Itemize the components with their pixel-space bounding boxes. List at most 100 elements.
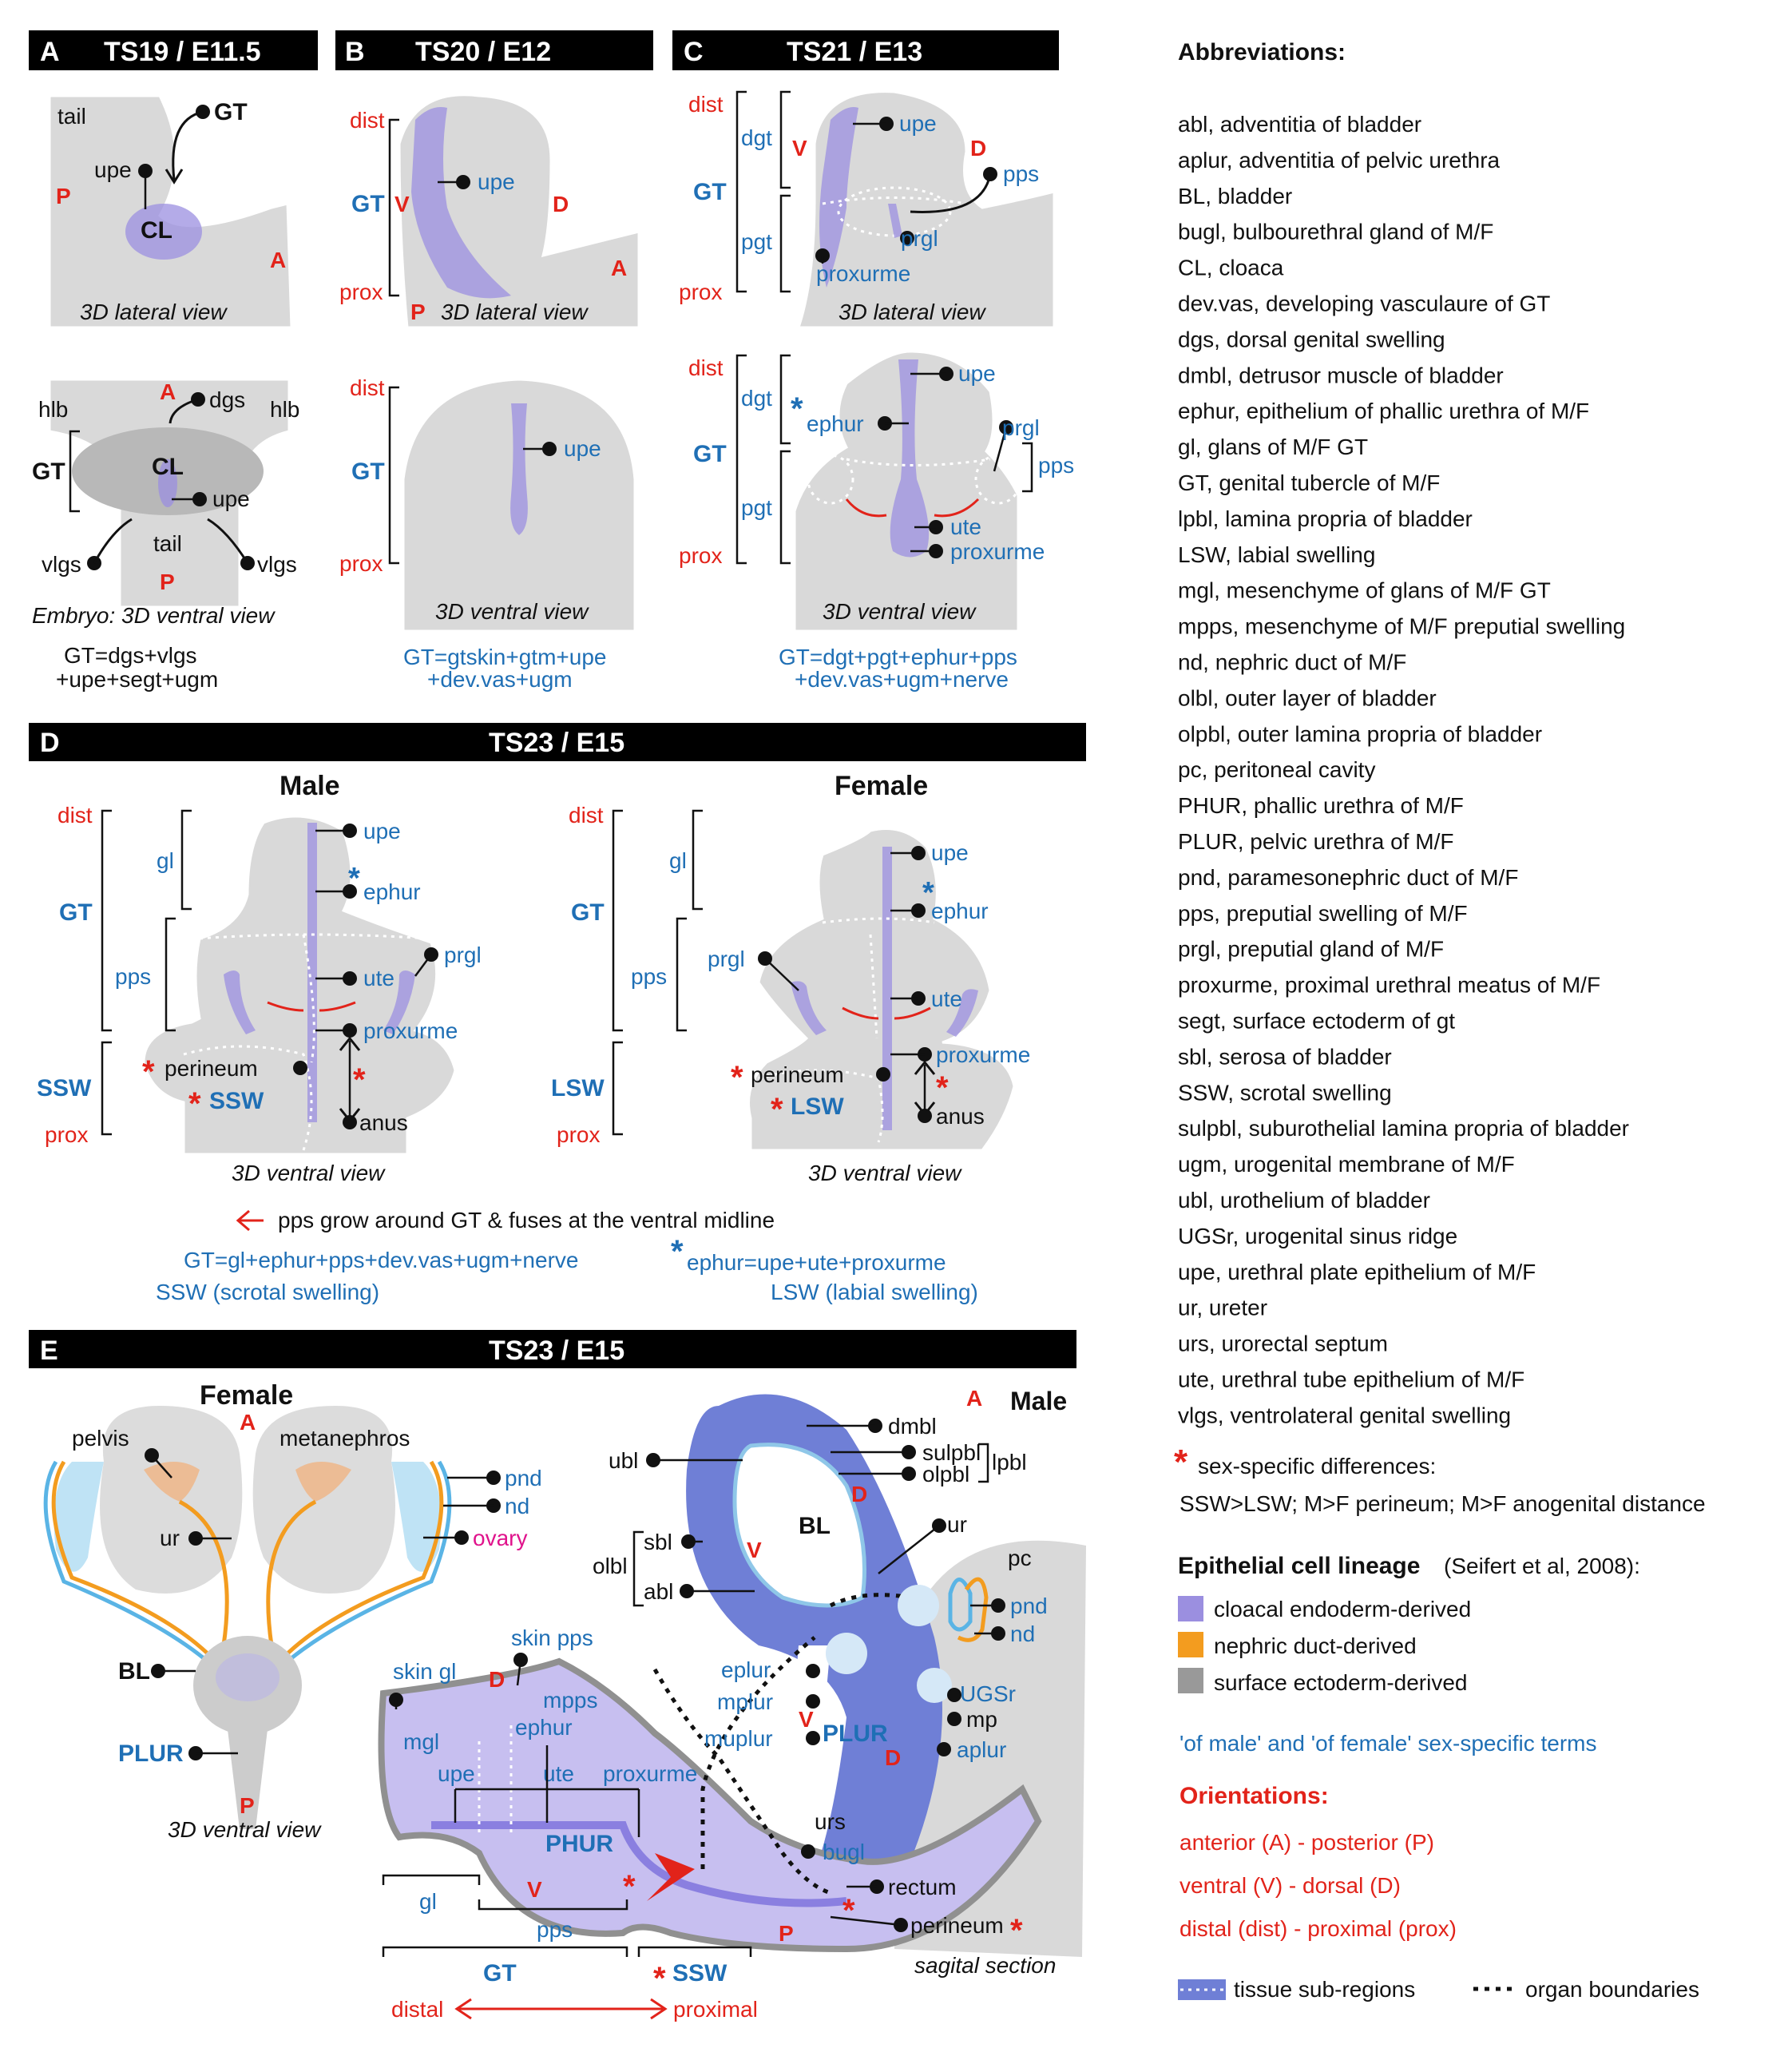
e-nd-label: nd <box>505 1494 529 1518</box>
c-v-dist-label: dist <box>688 355 724 380</box>
legend: Abbreviations: abl, adventitia of bladde… <box>1174 39 1706 2002</box>
a-dgs-label: dgs <box>209 387 245 412</box>
abbreviation-item: ute, urethral tube epithelium of M/F <box>1178 1367 1524 1392</box>
c-ventral-arrow-right <box>934 498 980 518</box>
e-female-bladder-lumen <box>216 1653 280 1701</box>
legend-boundaries: organ boundaries <box>1525 1977 1699 2002</box>
a-v-cl-label: CL <box>152 454 184 480</box>
e-phur-label: PHUR <box>545 1831 613 1857</box>
e-mpps-label: mpps <box>543 1688 597 1713</box>
d-male-pps: pps <box>115 964 151 989</box>
b-v-label: V <box>394 192 410 216</box>
c-v-pgt-label: pgt <box>741 495 772 520</box>
b-v-prox-label: prox <box>339 551 383 576</box>
legend-swatch-nephric <box>1178 1632 1203 1657</box>
abbreviation-item: pc, peritoneal cavity <box>1178 757 1375 782</box>
e-ureter-left <box>178 1499 229 1646</box>
a-v-gt-label: GT <box>32 458 65 485</box>
e-gt-label: GT <box>483 1960 517 1987</box>
d-female-perineum-dot <box>876 1067 890 1082</box>
e-star-1: * <box>842 1893 855 1928</box>
abbreviation-item: prgl, preputial gland of M/F <box>1178 937 1444 962</box>
a-gt-bracket <box>69 430 80 513</box>
panel-e-header <box>29 1330 1076 1368</box>
c-v-ephur-label: ephur <box>807 411 864 436</box>
a-lateral-cloaca <box>125 204 202 260</box>
legend-subregion-swatch <box>1178 1979 1226 2000</box>
e-male-phur <box>431 1821 847 1907</box>
b-prox-label: prox <box>339 280 383 304</box>
e-male-pnd <box>948 1578 973 1632</box>
e-nd-right <box>282 1460 444 1659</box>
c-ventral-arrow-left <box>845 498 887 518</box>
b-ventral-bracket <box>388 386 399 565</box>
e-proximal-label: proximal <box>673 1997 758 2022</box>
c-v-pps-label: pps <box>1038 453 1074 478</box>
c-gt-bracket <box>735 90 747 293</box>
c-pps-arrow <box>910 173 992 213</box>
e-female-a: A <box>240 1410 256 1435</box>
c-v-label: V <box>792 136 807 161</box>
b-ventral-upe <box>510 403 528 535</box>
e-ugsr-label: UGSr <box>960 1681 1016 1706</box>
e-olbl-bracket <box>632 1530 644 1607</box>
c-dist-label: dist <box>688 92 724 117</box>
c-lateral-upe <box>819 107 858 288</box>
abbreviation-item: GT, genital tubercle of M/F <box>1178 470 1440 495</box>
a-gt-arrowhead <box>165 169 184 185</box>
b-ventral-view: 3D ventral view <box>435 599 589 624</box>
e-dmbl-label: dmbl <box>888 1414 937 1439</box>
b-lateral-bracket <box>388 118 399 297</box>
panel-c: C TS21 / E13 dist GT dgt pgt prox V upe … <box>672 30 1074 692</box>
abbreviation-item: urs, urorectal septum <box>1178 1332 1388 1356</box>
e-female-p: P <box>240 1793 255 1818</box>
e-mp-dot <box>947 1712 961 1726</box>
d-male-gl-boundary <box>199 933 428 940</box>
d-female-gt: GT <box>571 899 605 926</box>
d-female-view: 3D ventral view <box>808 1161 962 1185</box>
abbreviation-item: pps, preputial swelling of M/F <box>1178 901 1468 926</box>
d-male-ssw-bracket <box>101 1041 112 1136</box>
e-male-ute-label: ute <box>543 1761 574 1786</box>
d-male-gl-bracket <box>180 809 192 911</box>
abbreviation-item: lpbl, lamina propria of bladder <box>1178 506 1473 531</box>
e-pnd-label: pnd <box>505 1466 542 1490</box>
e-pps-bracket <box>478 1899 628 1911</box>
e-male-glow-3 <box>917 1668 952 1703</box>
c-d-label: D <box>970 136 986 161</box>
panel-e-title: TS23 / E15 <box>489 1336 624 1366</box>
b-p-label: P <box>410 300 426 324</box>
abbreviation-item: mgl, mesenchyme of glans of M/F GT <box>1178 578 1551 603</box>
e-metanephros-label: metanephros <box>280 1426 410 1451</box>
b-d-label: D <box>553 192 569 216</box>
d-male-arrow-left <box>267 1001 304 1012</box>
e-muplur-label: muplur <box>704 1726 773 1751</box>
b-formula-2: +dev.vas+ugm <box>427 667 573 692</box>
a-formula-1: GT=dgs+vlgs <box>64 643 197 668</box>
legend-abbr-title: Abbreviations: <box>1178 39 1346 65</box>
d-female-lsw-in: LSW <box>791 1093 844 1120</box>
c-lateral-prgl <box>888 204 902 238</box>
d-male-dist: dist <box>57 803 93 828</box>
e-organ-boundary-1 <box>700 1636 816 1869</box>
d-male-ssw-in: SSW <box>209 1088 264 1114</box>
d-female-arrow-right <box>894 1006 931 1020</box>
d-female-lsw-bracket <box>612 1041 623 1136</box>
e-muplur-dot <box>806 1731 820 1745</box>
a-vlgs-right-label: vlgs <box>257 552 297 577</box>
c-formula-1: GT=dgt+pgt+ephur+pps <box>779 645 1017 669</box>
c-v-pps-bracket <box>1022 442 1033 493</box>
e-kidney-right <box>252 1406 395 1594</box>
d-male-prgl: prgl <box>444 943 482 967</box>
e-male-arrowhead <box>647 1853 695 1901</box>
e-male-a: A <box>966 1386 982 1411</box>
abbreviation-item: PLUR, pelvic urethra of M/F <box>1178 829 1453 854</box>
a-hlb-right: hlb <box>270 397 299 422</box>
e-aplur-dot <box>937 1742 951 1756</box>
d-female-gl: gl <box>669 848 687 873</box>
e-gt-bracket <box>382 1946 628 1957</box>
c-v-ute-label: ute <box>950 514 981 539</box>
c-proxurme-label: proxurme <box>816 261 910 286</box>
d-male-gt: GT <box>59 899 93 926</box>
b-lateral-view: 3D lateral view <box>441 300 589 324</box>
